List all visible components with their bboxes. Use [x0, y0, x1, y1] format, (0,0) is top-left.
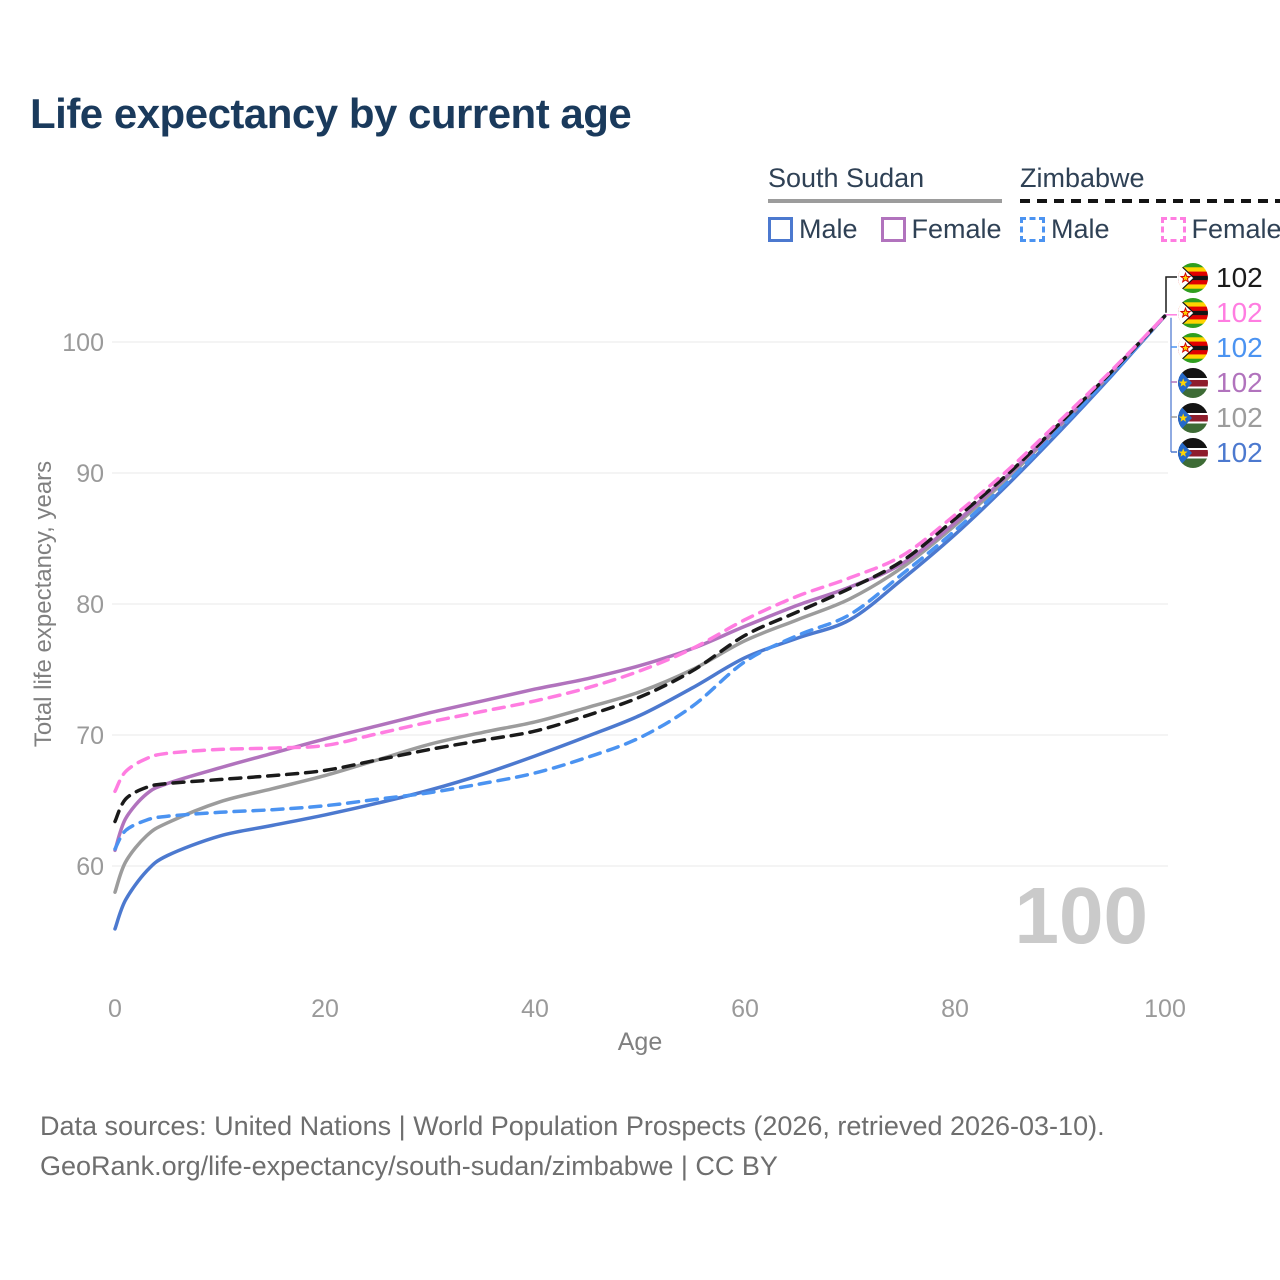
x-axis-title: Age [617, 1028, 663, 1056]
zimbabwe-flag-icon [1178, 333, 1208, 363]
x-tick-label: 80 [941, 995, 969, 1023]
end-value-label: 102 [1216, 332, 1263, 363]
y-tick-label: 70 [76, 722, 104, 750]
end-label-row-south-sudan-female: 102 [1178, 367, 1263, 399]
south-sudan-flag-icon [1178, 368, 1208, 398]
series-line-south-sudan[interactable] [113, 314, 1167, 894]
legend-item-zimbabwe-female[interactable]: Female [1160, 214, 1280, 245]
end-label-row-zimbabwe: 102 [1178, 262, 1263, 294]
footer-sources-line: Data sources: United Nations | World Pop… [40, 1111, 1105, 1141]
legend-group-zimbabwe: Zimbabwe Male Female [1020, 163, 1280, 245]
end-connector [1165, 276, 1177, 313]
end-value-label: 102 [1216, 402, 1263, 433]
end-label-row-south-sudan: 102 [1178, 402, 1263, 434]
zimbabwe-flag-icon [1178, 263, 1208, 293]
female-solid-swatch-icon [880, 217, 906, 242]
end-label-row-south-sudan-male: 102 [1178, 437, 1263, 469]
legend-group-south-sudan: South Sudan Male Female [768, 163, 1002, 245]
legend-country-zimbabwe[interactable]: Zimbabwe [1020, 163, 1145, 193]
legend-item-south-sudan-male[interactable]: Male [768, 214, 858, 245]
female-dashed-swatch-icon [1160, 217, 1186, 242]
end-value-label: 102 [1216, 297, 1263, 328]
legend-underline-dashed [1020, 199, 1280, 203]
legend-item-label: Female [1191, 214, 1280, 244]
end-label-row-zimbabwe-female: 102 [1178, 297, 1263, 329]
series-line-zimbabwe-male[interactable] [113, 314, 1167, 851]
footer: Data sources: United Nations | World Pop… [40, 1106, 1105, 1186]
legend-item-south-sudan-female[interactable]: Female [880, 214, 1002, 245]
y-tick-label: 60 [76, 853, 104, 881]
series-line-south-sudan-female[interactable] [113, 314, 1167, 853]
x-tick-label: 0 [108, 995, 122, 1023]
end-label-row-zimbabwe-male: 102 [1178, 332, 1263, 364]
zimbabwe-flag-icon [1178, 298, 1208, 328]
series-line-zimbabwe[interactable] [113, 314, 1167, 824]
south-sudan-flag-icon [1178, 403, 1208, 433]
end-value-label: 102 [1216, 262, 1263, 293]
south-sudan-flag-icon [1178, 438, 1208, 468]
legend-underline-solid [768, 199, 1002, 203]
y-tick-label: 100 [62, 329, 104, 357]
legend-item-zimbabwe-male[interactable]: Male [1020, 214, 1110, 245]
end-value-label: 102 [1216, 367, 1263, 398]
end-value-label: 102 [1216, 437, 1263, 468]
x-tick-label: 40 [521, 995, 549, 1023]
series-line-south-sudan-male[interactable] [113, 314, 1167, 931]
legend-country-south-sudan[interactable]: South Sudan [768, 163, 925, 193]
legend-item-label: Male [1051, 214, 1110, 244]
x-tick-label: 20 [311, 995, 339, 1023]
legend-item-label: Male [799, 214, 858, 244]
y-tick-label: 80 [76, 591, 104, 619]
x-tick-label: 100 [1144, 995, 1186, 1023]
legend-item-label: Female [911, 214, 1002, 244]
male-solid-swatch-icon [768, 217, 793, 242]
age-watermark: 100 [1014, 871, 1148, 960]
x-tick-label: 60 [731, 995, 759, 1023]
footer-link-line: GeoRank.org/life-expectancy/south-sudan/… [40, 1151, 778, 1181]
series-line-zimbabwe-female[interactable] [113, 314, 1167, 794]
y-tick-label: 90 [76, 460, 104, 488]
male-dashed-swatch-icon [1020, 217, 1045, 242]
page-title: Life expectancy by current age [30, 90, 632, 137]
